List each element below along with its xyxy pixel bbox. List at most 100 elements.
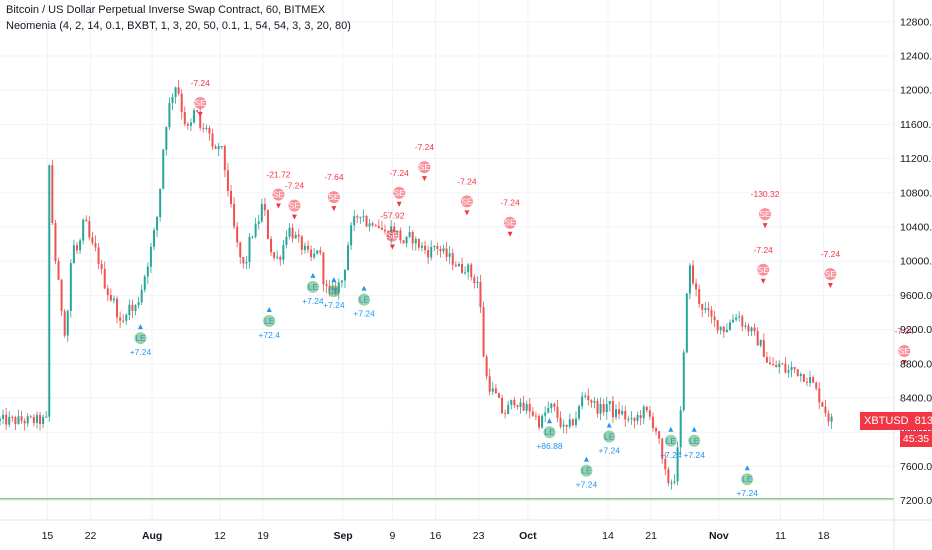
candle-body (263, 204, 266, 211)
candle-body (97, 247, 100, 265)
candle-body (82, 219, 85, 241)
short-entry-signal[interactable]: -7.24 SE (191, 78, 211, 118)
short-entry-signal[interactable]: -7.24 SE (895, 326, 915, 365)
short-entry-signal[interactable]: -21.72 SE (266, 170, 291, 209)
long-entry-signal[interactable]: LE +86.88 (536, 418, 563, 451)
signal-marker (664, 434, 677, 447)
candle-body (482, 307, 485, 357)
candle-body (279, 257, 282, 260)
candle-body (744, 325, 747, 327)
long-entry-signal[interactable]: LE +7.24 (130, 324, 152, 357)
signal-label: +7.24 (576, 480, 598, 490)
bar-countdown: 45:35 (900, 430, 932, 447)
candle-body (553, 403, 556, 407)
long-entry-signal[interactable]: LE +7.24 (302, 272, 324, 306)
candle-body (590, 400, 593, 403)
candle-body (550, 403, 553, 408)
signal-arrow-down (827, 283, 833, 289)
candle-body (802, 373, 805, 382)
candle-body (430, 247, 433, 258)
signal-arrow-down (901, 359, 907, 365)
candle-body (565, 424, 568, 427)
signal-arrow-down (331, 206, 337, 212)
candle-body (497, 393, 500, 398)
symbol-title[interactable]: Bitcoin / US Dollar Perpetual Inverse Sw… (6, 4, 326, 16)
candle-body (177, 87, 180, 94)
long-entry-signal[interactable]: LE +72.4 (258, 307, 280, 340)
time-axis[interactable]: 15 22 Aug 12 19 Sep 9 16 23 Oct 14 21 Nov 11 18 (42, 530, 830, 542)
long-entry-signal[interactable]: LE +7.24 (598, 422, 620, 455)
signal-arrow-down (389, 244, 395, 250)
signal-arrow-down (396, 201, 402, 207)
candle-body (350, 225, 353, 246)
candle-body (193, 110, 196, 123)
candle-body (636, 415, 639, 421)
candle-body (827, 413, 830, 422)
candle-body (651, 416, 654, 429)
price-tick-label: 12800.0 (900, 16, 932, 28)
short-entry-signal[interactable]: -7.64 SE (324, 172, 344, 212)
time-tick-label: 15 (42, 530, 54, 542)
short-entry-signal[interactable]: -57.92 SE (380, 211, 405, 250)
long-entry-signal[interactable]: LE +7.24 (683, 426, 705, 460)
candle-body (313, 253, 316, 258)
candle-body (199, 111, 202, 128)
candle-body (528, 404, 531, 412)
candle-body (793, 367, 796, 370)
short-entry-signal[interactable]: -7.24 SE (500, 198, 520, 237)
signal-type: LE (581, 466, 592, 476)
candle-body (596, 400, 599, 414)
long-entry-signal[interactable]: LE +7.24 (323, 277, 345, 310)
candle-body (220, 146, 223, 148)
short-entry-signal[interactable]: -7.24 SE (821, 249, 841, 289)
candle-body (772, 364, 775, 366)
candle-body (494, 388, 497, 394)
indicator-label[interactable]: Neomenia (4, 2, 14, 0.1, BXBT, 1, 3, 20,… (6, 20, 351, 32)
candle-body (384, 229, 386, 232)
candle-body (818, 388, 821, 403)
signal-label: -7.24 (389, 168, 409, 178)
candle-body (464, 272, 467, 274)
candle-body (688, 265, 691, 294)
candle-body (568, 419, 571, 427)
long-entry-signal[interactable]: LE +7.24 (736, 465, 758, 498)
candle-body (784, 363, 787, 373)
time-tick-label: Oct (519, 530, 537, 542)
long-entry-signal[interactable]: LE +7.24 (576, 456, 598, 490)
candle-body (762, 340, 765, 358)
candle-body (347, 245, 350, 271)
long-entry-signal[interactable]: LE +7.24 (660, 426, 682, 460)
signal-label: +7.24 (683, 450, 705, 460)
short-entry-signal[interactable]: -7.24 SE (415, 142, 435, 182)
time-tick-label: 23 (473, 530, 485, 542)
signal-arrow-up (266, 307, 272, 313)
candle-body (48, 165, 51, 417)
short-entry-signal[interactable]: -7.24 SE (457, 176, 477, 216)
candle-body (467, 264, 470, 273)
candle-body (790, 367, 793, 371)
candle-body (556, 406, 559, 418)
candle-body (189, 122, 192, 126)
candle-body (66, 310, 69, 336)
signal-type: SE (825, 269, 837, 279)
candle-body (396, 230, 399, 233)
candle-body (29, 416, 32, 418)
price-tick-label: 11200.0 (900, 153, 932, 165)
long-entry-signal[interactable]: LE +7.24 (353, 285, 375, 319)
short-entry-signal[interactable]: -7.24 SE (389, 168, 409, 207)
candle-body (593, 400, 596, 403)
short-entry-signal[interactable]: -7.24 SE (754, 245, 774, 284)
candle-body (809, 377, 812, 383)
candle-body (106, 288, 109, 296)
short-entry-signal[interactable]: -130.32 SE (751, 189, 780, 229)
short-entry-signal[interactable]: -7.24 SE (285, 181, 305, 220)
candle-body (639, 415, 642, 419)
candle-body (242, 257, 245, 264)
candle-body (122, 320, 125, 322)
candle-body (270, 238, 273, 253)
candle-body (805, 381, 808, 383)
candle-body (294, 234, 297, 239)
signal-type: LE (666, 436, 677, 446)
